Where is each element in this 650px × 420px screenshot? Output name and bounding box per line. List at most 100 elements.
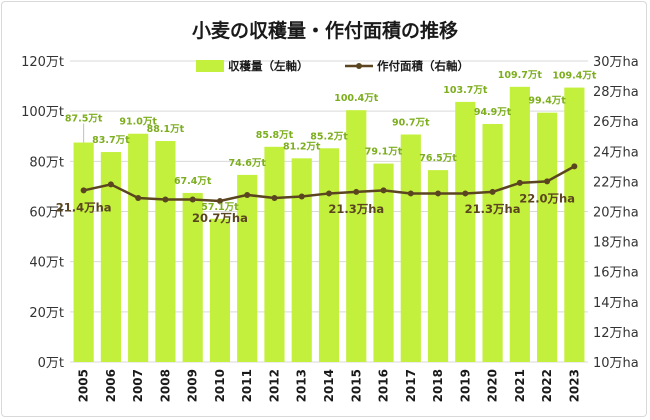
legend-label-area: 作付面積（右軸） (377, 59, 469, 73)
x-tick-label: 2014 (322, 369, 336, 402)
area-point-2021 (516, 179, 523, 186)
bar-value-label: 85.8万t (256, 130, 294, 141)
bar-2020 (482, 123, 503, 362)
area-point-2009 (189, 196, 196, 203)
area-point-2006 (107, 181, 114, 188)
bar-value-label: 79.1万t (365, 147, 403, 158)
bar-value-label: 85.2万t (310, 131, 348, 142)
area-point-2011 (244, 191, 251, 198)
y-left-tick-label: 20万t (29, 306, 64, 321)
line-value-label: 21.4万ha (56, 200, 112, 214)
bar-2019 (455, 101, 476, 362)
area-point-2019 (462, 190, 469, 197)
bar-2018 (427, 170, 449, 362)
bar-2005 (73, 142, 94, 362)
bar-value-label: 90.7万t (392, 117, 430, 128)
y-right-tick-label: 16万ha (593, 266, 639, 281)
area-point-2016 (380, 187, 387, 194)
area-point-2022 (544, 178, 551, 185)
x-tick-label: 2012 (267, 369, 281, 402)
bar-value-label: 83.7万t (92, 135, 130, 146)
y-right-tick-label: 20万ha (593, 206, 639, 221)
x-tick-label: 2016 (377, 369, 391, 402)
x-tick-label: 2018 (431, 369, 445, 402)
area-point-2014 (326, 190, 332, 197)
y-right-tick-label: 10万ha (593, 356, 639, 371)
y-right-tick-label: 28万ha (593, 85, 639, 100)
bar-value-label: 103.7万t (443, 85, 488, 96)
x-tick-label: 2019 (458, 369, 472, 402)
x-tick-label: 2010 (213, 369, 227, 402)
y-right-tick-label: 22万ha (593, 175, 639, 190)
x-tick-label: 2020 (486, 369, 500, 402)
bar-2009 (182, 192, 203, 362)
area-point-2018 (435, 190, 442, 197)
x-tick-label: 2005 (77, 369, 91, 402)
bar-2023 (564, 87, 585, 363)
x-tick-label: 2007 (131, 369, 145, 402)
legend-label-harvest: 収穫量（左軸） (228, 59, 309, 73)
x-tick-label: 2017 (404, 369, 418, 402)
line-value-label: 21.3万ha (465, 202, 521, 216)
bar-2015 (346, 110, 367, 362)
bar-2022 (537, 112, 558, 363)
y-right-tick-label: 18万ha (593, 236, 639, 251)
bar-2012 (264, 146, 285, 362)
bar-2021 (509, 86, 530, 363)
line-value-label: 21.3万ha (328, 202, 384, 216)
y-left-tick-label: 60万t (29, 206, 64, 221)
bar-2014 (318, 148, 340, 362)
bar-value-label: 100.4万t (334, 93, 379, 104)
y-right-tick-label: 14万ha (593, 296, 639, 311)
area-point-2012 (271, 194, 278, 201)
area-point-2013 (298, 193, 305, 200)
x-tick-label: 2008 (158, 369, 172, 402)
bar-value-label: 81.2万t (283, 141, 321, 152)
bar-value-label: 87.5万t (65, 114, 103, 125)
y-left-tick-label: 0万t (38, 356, 64, 371)
x-tick-label: 2011 (240, 369, 254, 402)
area-point-2015 (353, 188, 360, 195)
y-right-tick-label: 24万ha (593, 145, 639, 160)
legend: 収穫量（左軸） 作付面積（右軸） (196, 59, 469, 73)
x-tick-label: 2023 (567, 369, 581, 402)
legend-marker-area (356, 63, 362, 69)
bar-value-label: 109.7万t (498, 70, 543, 81)
bar-value-label: 94.9万t (474, 107, 512, 118)
area-point-2005 (80, 187, 87, 194)
area-point-2007 (135, 194, 142, 201)
bar-2017 (400, 134, 421, 362)
bar-2006 (100, 152, 121, 362)
line-series (80, 163, 578, 204)
bar-series (73, 86, 585, 363)
x-tick-label: 2021 (513, 369, 527, 402)
bar-2016 (373, 163, 394, 362)
bar-2011 (237, 174, 258, 362)
bar-value-label: 76.5万t (419, 153, 457, 164)
bar-2007 (128, 133, 149, 362)
y-right-tick-label: 26万ha (593, 115, 639, 130)
area-point-2023 (571, 163, 578, 170)
legend-swatch-harvest (196, 60, 224, 72)
bar-2013 (291, 158, 312, 362)
bar-2008 (155, 141, 176, 362)
bar-value-label: 67.4万t (174, 176, 212, 187)
x-tick-label: 2013 (295, 369, 309, 402)
x-tick-label: 2009 (186, 369, 200, 402)
bar-value-label: 109.4万t (552, 71, 597, 82)
x-tick-label: 2015 (349, 369, 363, 402)
area-point-2017 (407, 190, 414, 197)
y-right-tick-label: 12万ha (593, 326, 639, 341)
y-left-tick-label: 100万t (21, 105, 64, 120)
y-left-tick-label: 40万t (29, 256, 64, 271)
bar-2010 (209, 218, 231, 362)
bar-value-label: 74.6万t (228, 158, 266, 169)
x-tick-label: 2022 (540, 369, 554, 402)
chart-title: 小麦の収穫量・作付面積の推移 (192, 19, 458, 42)
y-right-tick-label: 30万ha (593, 55, 639, 70)
bar-value-label: 88.1万t (147, 124, 185, 135)
area-point-2010 (216, 197, 223, 204)
x-tick-label: 2006 (104, 369, 118, 402)
